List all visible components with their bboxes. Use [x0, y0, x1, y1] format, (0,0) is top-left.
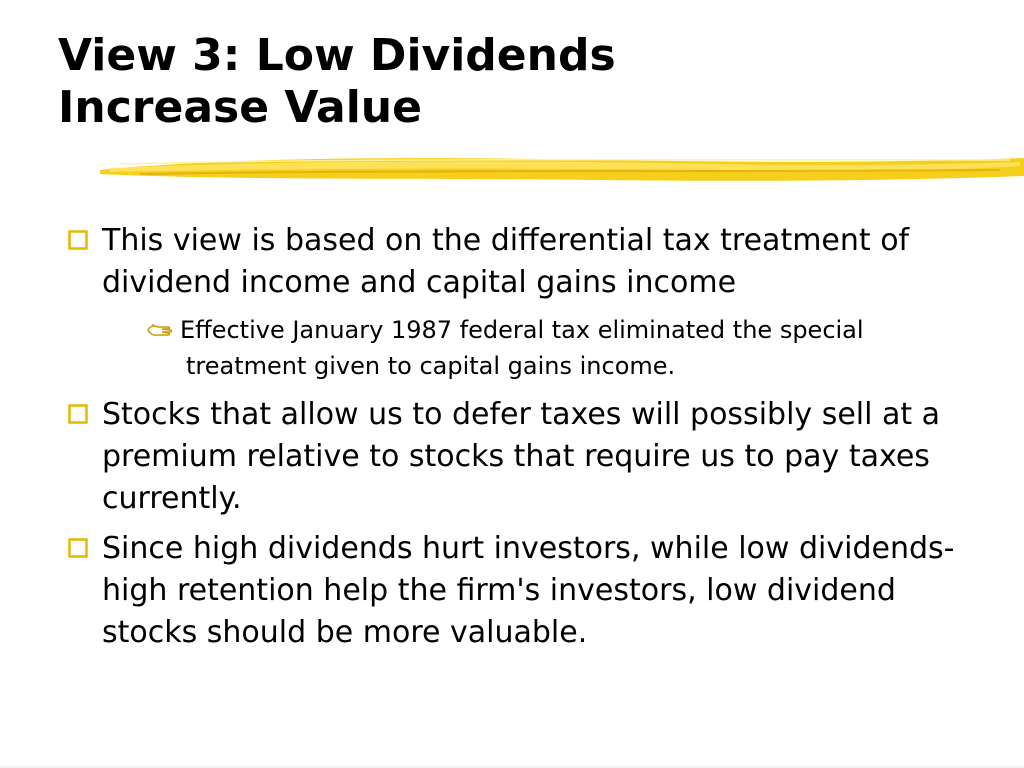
hand-pointer-icon	[147, 323, 173, 336]
bullet-item-2: Stocks that allow us to defer taxes will…	[62, 394, 962, 520]
sub-bullet-text-1: Effective January 1987 federal tax elimi…	[180, 316, 864, 380]
bullet-item-1: This view is based on the differential t…	[62, 220, 962, 304]
bullet-text-1: This view is based on the differential t…	[102, 223, 910, 300]
bottom-divider	[0, 766, 1024, 768]
hollow-square-icon	[68, 538, 88, 558]
bullet-item-3: Since high dividends hurt investors, whi…	[62, 528, 962, 654]
bullet-text-2: Stocks that allow us to defer taxes will…	[102, 397, 941, 516]
sub-bullet-item-1: Effective January 1987 federal tax elimi…	[102, 312, 962, 384]
bullet-text-3: Since high dividends hurt investors, whi…	[102, 531, 955, 650]
slide-title: View 3: Low Dividends Increase Value	[58, 30, 998, 134]
hollow-square-icon	[68, 230, 88, 250]
slide-title-line-1: View 3: Low Dividends	[58, 30, 616, 81]
highlighter-swoosh-decoration	[100, 158, 1024, 181]
slide-body: This view is based on the differential t…	[62, 220, 962, 662]
hollow-square-icon	[68, 404, 88, 424]
slide-title-line-2: Increase Value	[58, 82, 422, 133]
